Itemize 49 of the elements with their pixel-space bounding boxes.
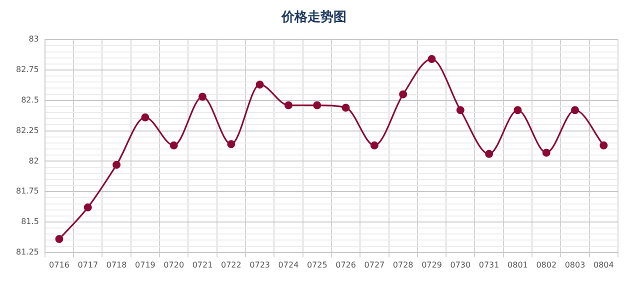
point (112, 160, 121, 169)
x-tick-label: 0801 (508, 260, 528, 270)
point (227, 140, 236, 148)
point (342, 104, 350, 112)
point (284, 101, 292, 110)
x-tick-label: 0726 (336, 260, 356, 270)
point (456, 106, 464, 114)
chart-title: 价格走势图 (280, 9, 346, 26)
point (399, 90, 408, 98)
x-tick-label: 0803 (564, 260, 586, 270)
point (370, 141, 378, 150)
point (55, 235, 64, 244)
point (141, 113, 150, 122)
y-tick-label: 83 (28, 34, 39, 44)
y-tick-label: 81.5 (21, 217, 39, 226)
y-tick-label: 82.5 (21, 95, 39, 104)
x-tick-label: 0717 (78, 260, 98, 270)
x-tick-label: 0723 (250, 260, 270, 270)
x-tick-label: 0727 (364, 260, 385, 270)
y-tick-label: 82.75 (16, 65, 39, 74)
point (170, 141, 178, 150)
y-tick-label: 82 (28, 156, 39, 166)
x-tick-label: 0725 (306, 260, 328, 270)
x-tick-label: 0804 (593, 260, 614, 270)
point (313, 101, 322, 110)
point (600, 141, 608, 150)
x-tick-label: 0730 (450, 260, 471, 270)
x-tick-label: 0721 (192, 260, 213, 270)
x-tick-label: 0719 (135, 260, 156, 270)
point (428, 55, 436, 64)
y-tick-label: 81.75 (16, 186, 39, 196)
x-tick-label: 0724 (278, 260, 299, 270)
y-tick-label: 82.25 (16, 126, 39, 135)
y-tick-label: 81.25 (16, 247, 39, 256)
point (84, 203, 92, 212)
x-tick-label: 0731 (478, 260, 500, 270)
x-tick-label: 0728 (392, 260, 414, 270)
point (542, 148, 550, 157)
point (514, 106, 522, 114)
x-tick-label: 0716 (49, 260, 70, 270)
point (571, 106, 580, 114)
x-tick-label: 0729 (422, 260, 442, 270)
point (256, 80, 264, 89)
point (485, 150, 494, 158)
x-tick-label: 0722 (220, 260, 242, 270)
x-tick-label: 0718 (106, 260, 127, 270)
x-tick-label: 0802 (536, 260, 557, 270)
point (198, 92, 207, 101)
x-tick-label: 0720 (164, 260, 184, 270)
